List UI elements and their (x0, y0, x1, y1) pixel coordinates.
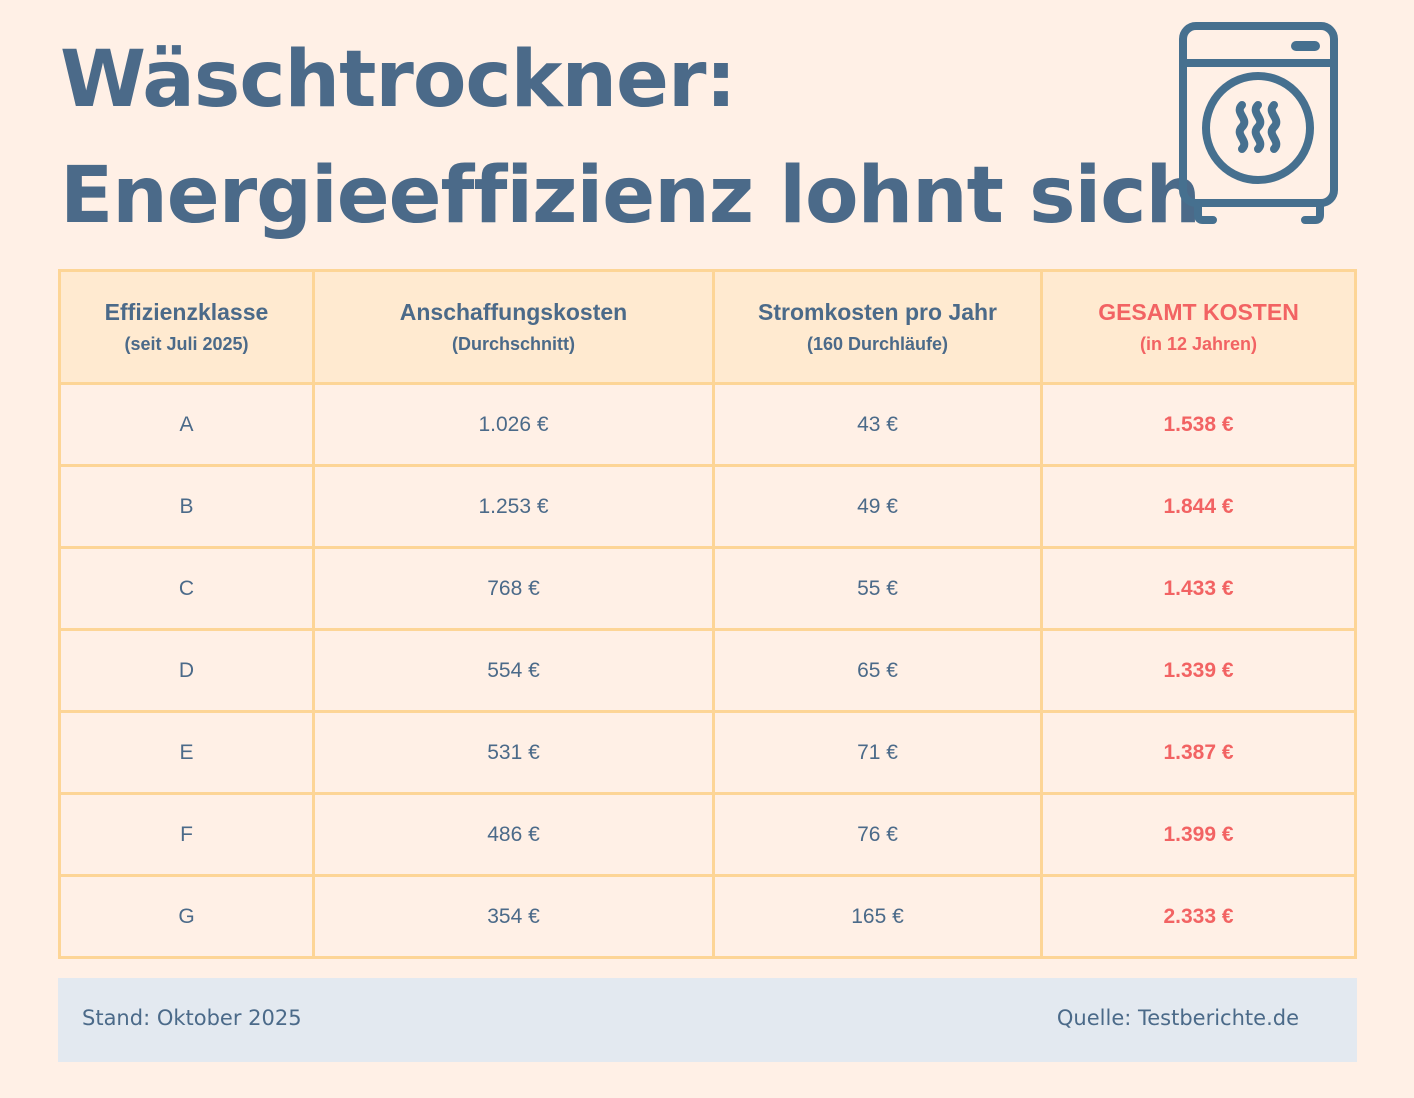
electricity-cost-cell: 49 € (712, 464, 1043, 549)
purchase-cost-cell: 1.253 € (312, 464, 715, 549)
total-cost-cell: 1.387 € (1040, 710, 1357, 795)
purchase-cost-cell: 531 € (312, 710, 715, 795)
date-note: Stand: Oktober 2025 (82, 1006, 302, 1030)
cost-table: Effizienzklasse (seit Juli 2025) Anschaff… (58, 269, 1357, 959)
source-note: Quelle: Testberichte.de (1056, 1006, 1299, 1030)
table-row: G 354 €165 €2.333 € (58, 874, 1357, 959)
total-cost-cell: 1.433 € (1040, 546, 1357, 631)
footer: Stand: Oktober 2025 Quelle: Testberichte… (58, 978, 1357, 1062)
table-row: B 1.253 €49 €1.844 € (58, 464, 1357, 549)
class-cell: E (58, 710, 315, 795)
total-cost-cell: 1.844 € (1040, 464, 1357, 549)
class-cell: D (58, 628, 315, 713)
purchase-cost-cell: 486 € (312, 792, 715, 877)
title-line-1: Wäschtrockner: (60, 35, 737, 125)
table-header-row: Effizienzklasse (seit Juli 2025) Anschaff… (58, 269, 1357, 385)
electricity-cost-cell: 165 € (712, 874, 1043, 959)
column-header-electricity: Stromkosten pro Jahr (160 Durchläufe) (712, 269, 1043, 385)
table-row: C 768 €55 €1.433 € (58, 546, 1357, 631)
table-row: F 486 €76 €1.399 € (58, 792, 1357, 877)
total-cost-cell: 1.538 € (1040, 382, 1357, 467)
column-header-total: GESAMT KOSTEN (in 12 Jahren) (1040, 269, 1357, 385)
total-cost-cell: 1.399 € (1040, 792, 1357, 877)
column-header-purchase: Anschaffungskosten (Durchschnitt) (312, 269, 715, 385)
purchase-cost-cell: 554 € (312, 628, 715, 713)
title-line-2: Energieeffizienz lohnt sich (60, 151, 1201, 241)
class-cell: F (58, 792, 315, 877)
class-cell: B (58, 464, 315, 549)
class-cell: A (58, 382, 315, 467)
electricity-cost-cell: 76 € (712, 792, 1043, 877)
tumble-dryer-icon (1179, 22, 1338, 224)
class-cell: G (58, 874, 315, 959)
page-title: Wäschtrockner: Energieeffizienz lohnt si… (60, 22, 1201, 254)
electricity-cost-cell: 43 € (712, 382, 1043, 467)
purchase-cost-cell: 1.026 € (312, 382, 715, 467)
electricity-cost-cell: 71 € (712, 710, 1043, 795)
electricity-cost-cell: 65 € (712, 628, 1043, 713)
table-row: D 554 €65 €1.339 € (58, 628, 1357, 713)
class-cell: C (58, 546, 315, 631)
electricity-cost-cell: 55 € (712, 546, 1043, 631)
table-row: A 1.026 €43 €1.538 € (58, 382, 1357, 467)
total-cost-cell: 1.339 € (1040, 628, 1357, 713)
purchase-cost-cell: 768 € (312, 546, 715, 631)
table-row: E 531 €71 €1.387 € (58, 710, 1357, 795)
column-header-class: Effizienzklasse (seit Juli 2025) (58, 269, 315, 385)
total-cost-cell: 2.333 € (1040, 874, 1357, 959)
purchase-cost-cell: 354 € (312, 874, 715, 959)
